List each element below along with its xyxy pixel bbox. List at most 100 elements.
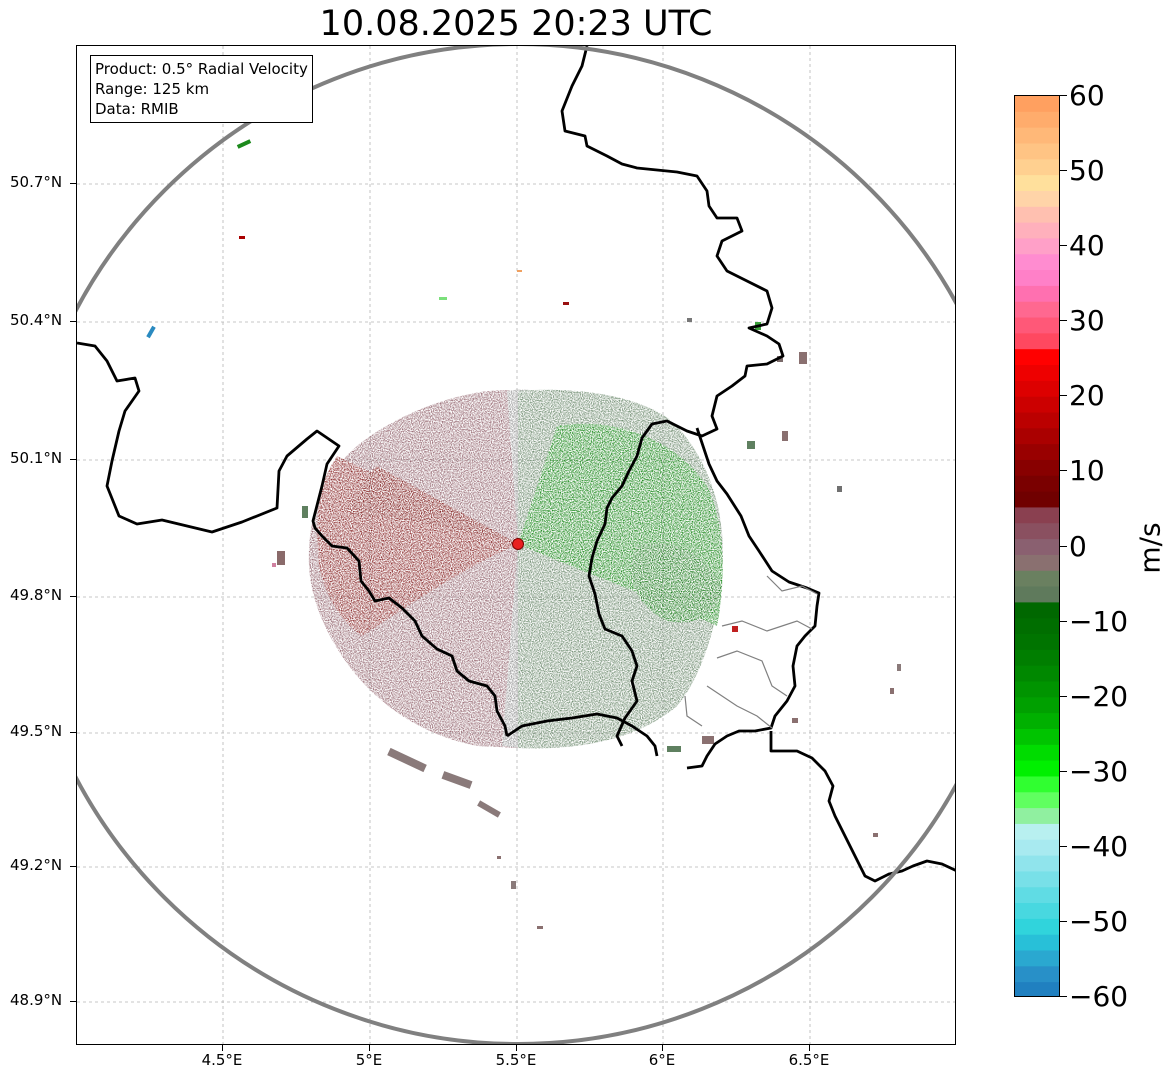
colorbar-step xyxy=(1015,982,1059,996)
lat-label: 49.8°N xyxy=(10,586,63,604)
lat-label: 49.2°N xyxy=(10,856,63,874)
colorbar-step xyxy=(1015,966,1059,983)
lat-tick xyxy=(70,732,76,733)
colorbar-step xyxy=(1015,396,1059,414)
colorbar-tick xyxy=(1060,245,1067,246)
colorbar-step xyxy=(1015,254,1059,271)
colorbar-step xyxy=(1015,175,1059,192)
lon-label: 5°E xyxy=(355,1051,383,1069)
colorbar-step xyxy=(1015,792,1059,809)
colorbar-step xyxy=(1015,333,1059,350)
colorbar-step xyxy=(1015,602,1059,619)
lon-tick xyxy=(809,1045,810,1051)
map-title: 10.08.2025 20:23 UTC xyxy=(319,4,713,44)
radar-map-canvas xyxy=(77,46,955,1044)
colorbar-label: 10 xyxy=(1069,454,1105,487)
colorbar-tick xyxy=(1060,170,1067,171)
colorbar-label: −20 xyxy=(1069,680,1129,713)
colorbar-step xyxy=(1015,301,1059,319)
lon-label: 6.5°E xyxy=(788,1051,830,1069)
colorbar-step xyxy=(1015,523,1059,540)
colorbar-step xyxy=(1015,459,1059,477)
colorbar-tick xyxy=(1060,921,1067,922)
colorbar-step xyxy=(1015,950,1059,967)
colorbar-step xyxy=(1015,776,1059,793)
colorbar-step xyxy=(1015,539,1059,556)
colorbar-step xyxy=(1015,760,1059,778)
lat-label: 50.7°N xyxy=(10,173,63,191)
lon-label: 5.5°E xyxy=(495,1051,537,1069)
colorbar-step xyxy=(1015,554,1059,572)
colorbar-step xyxy=(1015,475,1059,493)
lat-tick xyxy=(70,321,76,322)
colorbar-label: 40 xyxy=(1069,229,1105,262)
radar-echoes xyxy=(308,389,723,749)
colorbar-step xyxy=(1015,412,1059,429)
colorbar-step xyxy=(1015,855,1059,872)
lat-label: 48.9°N xyxy=(10,991,63,1009)
colorbar-step xyxy=(1015,918,1059,936)
colorbar-label: 0 xyxy=(1069,530,1087,563)
colorbar-tick xyxy=(1060,95,1067,96)
colorbar-step xyxy=(1015,507,1059,524)
lat-tick xyxy=(70,459,76,460)
colorbar-step xyxy=(1015,665,1059,683)
info-source: Data: RMIB xyxy=(95,100,179,118)
colorbar-tick xyxy=(1060,996,1067,997)
colorbar-label: −30 xyxy=(1069,755,1129,788)
colorbar-step xyxy=(1015,111,1059,129)
colorbar-label: 30 xyxy=(1069,304,1105,337)
colorbar-step xyxy=(1015,127,1059,145)
colorbar-step xyxy=(1015,934,1059,952)
colorbar-gradient xyxy=(1015,96,1059,996)
colorbar-label: 20 xyxy=(1069,379,1105,412)
lon-tick xyxy=(369,1045,370,1051)
colorbar-step xyxy=(1015,365,1059,382)
colorbar-step xyxy=(1015,159,1059,176)
info-box: Product: 0.5° Radial Velocity Range: 125… xyxy=(90,55,313,123)
lon-label: 6°E xyxy=(648,1051,676,1069)
country-borders xyxy=(77,46,955,883)
colorbar-step xyxy=(1015,190,1059,208)
colorbar-label: 50 xyxy=(1069,154,1105,187)
info-range: Range: 125 km xyxy=(95,80,210,98)
lat-label: 50.4°N xyxy=(10,311,63,329)
colorbar-label: −60 xyxy=(1069,980,1129,1013)
radar-map[interactable] xyxy=(76,45,956,1045)
info-product: Product: 0.5° Radial Velocity xyxy=(95,60,308,78)
colorbar-label: 60 xyxy=(1069,79,1105,112)
colorbar-step xyxy=(1015,491,1059,509)
colorbar-step xyxy=(1015,681,1059,698)
lon-label: 4.5°E xyxy=(201,1051,243,1069)
lon-tick xyxy=(516,1045,517,1051)
colorbar-label: −40 xyxy=(1069,830,1129,863)
lon-tick xyxy=(662,1045,663,1051)
colorbar-tick xyxy=(1060,846,1067,847)
colorbar-step xyxy=(1015,871,1059,888)
colorbar-step xyxy=(1015,649,1059,667)
colorbar-step xyxy=(1015,380,1059,398)
colorbar-step xyxy=(1015,238,1059,255)
colorbar-tick xyxy=(1060,470,1067,471)
colorbar-step xyxy=(1015,349,1059,366)
colorbar-step xyxy=(1015,728,1059,746)
colorbar-tick xyxy=(1060,320,1067,321)
colorbar-tick xyxy=(1060,546,1067,547)
lat-label: 49.5°N xyxy=(10,722,63,740)
colorbar-tick xyxy=(1060,621,1067,622)
colorbar-step xyxy=(1015,317,1059,334)
lat-tick xyxy=(70,596,76,597)
colorbar-step xyxy=(1015,697,1059,714)
colorbar xyxy=(1014,95,1060,997)
colorbar-step xyxy=(1015,744,1059,762)
lat-tick xyxy=(70,866,76,867)
colorbar-label: −50 xyxy=(1069,905,1129,938)
colorbar-tick xyxy=(1060,771,1067,772)
colorbar-unit: m/s xyxy=(1133,522,1167,574)
colorbar-tick xyxy=(1060,696,1067,697)
regional-borders xyxy=(684,575,818,729)
colorbar-step xyxy=(1015,634,1059,651)
radar-site-marker[interactable] xyxy=(512,538,524,550)
colorbar-step xyxy=(1015,570,1059,588)
colorbar-step xyxy=(1015,823,1059,841)
